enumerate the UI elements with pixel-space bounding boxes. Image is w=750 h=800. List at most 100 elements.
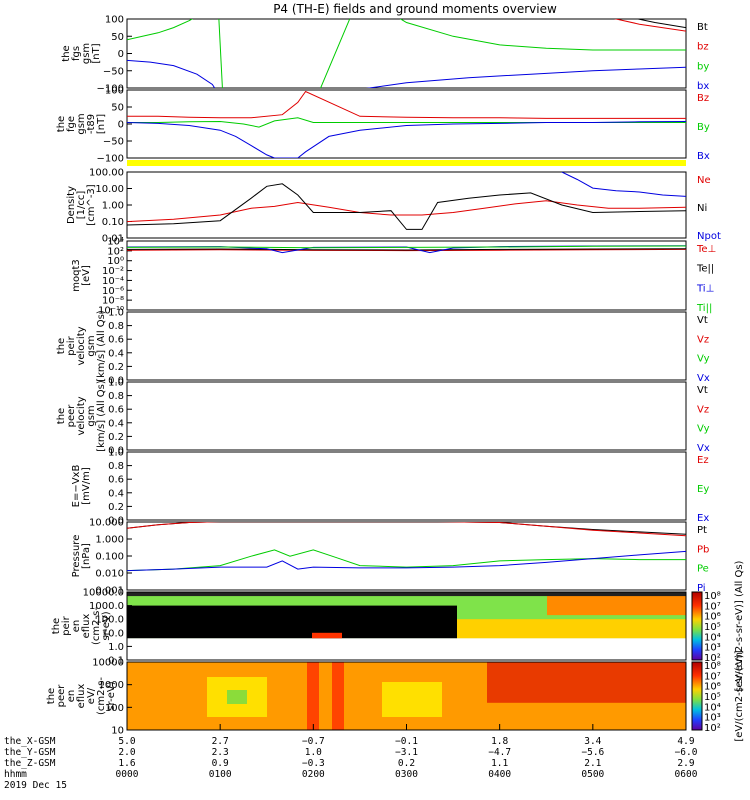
y-tick-label: 0.010 xyxy=(95,569,124,580)
y-tick-label: 10⁻⁴ xyxy=(102,276,124,287)
x-tick-value: 0.9 xyxy=(212,758,229,769)
y-tick-label: 0.10 xyxy=(102,217,124,228)
legend-entry: Ey xyxy=(697,484,709,495)
series-line-Ni xyxy=(127,183,686,230)
series-line-Te⊥ xyxy=(127,248,686,252)
x-tick-value: 5.0 xyxy=(118,736,135,747)
legend-entry: Ez xyxy=(697,455,709,466)
y-tick-label: 10⁴ xyxy=(107,237,124,248)
spectrogram-band xyxy=(312,632,342,639)
spectrogram-band xyxy=(487,662,686,703)
y-tick-label: 0.001 xyxy=(95,586,124,597)
legend-entry: Ni xyxy=(697,203,707,214)
legend-entry: Vy xyxy=(697,424,710,435)
y-axis-label: gsm xyxy=(86,335,97,356)
y-axis-label: velocity xyxy=(76,396,87,435)
y-axis-label: sr-eV) xyxy=(106,681,117,710)
x-tick-value: 1.1 xyxy=(491,758,508,769)
y-tick-label: 10⁻² xyxy=(102,266,124,277)
xaxis-row-label-z: the_Z-GSM xyxy=(4,758,56,769)
y-tick-label: 0.100 xyxy=(95,552,124,563)
y-tick-label: 1000 xyxy=(99,680,124,691)
legend-entry: Vy xyxy=(697,354,710,365)
y-tick-label: 0.0 xyxy=(108,376,124,387)
spectrogram-band xyxy=(547,594,686,616)
y-axis-label: velocity xyxy=(76,326,87,365)
y-tick-label: 1000.0 xyxy=(89,601,124,612)
y-axis-label: en xyxy=(71,620,82,633)
colorbar-peer_spec xyxy=(691,661,703,731)
y-axis-label: Density xyxy=(66,186,77,224)
x-tick-value: 2.7 xyxy=(212,736,229,747)
y-axis-label: fge xyxy=(66,116,77,132)
y-tick-label: 1.0 xyxy=(108,642,124,653)
x-axis-annotations: the_X-GSM the_Y-GSM the_Z-GSM hhmm 2019 … xyxy=(4,724,698,791)
legend-entry: Npot xyxy=(697,231,721,242)
spectrogram-band xyxy=(127,592,686,597)
series-line-Bx xyxy=(127,121,686,158)
panel-fge: 100 50 0 −50 −100 the fge gsm -t89 [nT] Bz By Bx xyxy=(56,86,710,165)
legend-entry: Te⊥ xyxy=(696,244,716,255)
panel-frame-efield xyxy=(126,451,687,521)
y-tick-label: −50 xyxy=(103,137,124,148)
y-tick-label: −50 xyxy=(103,66,124,77)
x-tick-value: 3.4 xyxy=(584,736,601,747)
spectrogram-band xyxy=(382,682,442,717)
y-axis-label: gsm xyxy=(86,405,97,426)
x-tick-value: 1.8 xyxy=(491,736,508,747)
y-axis-label: peer xyxy=(56,684,67,708)
legend-entry: By xyxy=(697,122,710,133)
x-tick-value: 2.1 xyxy=(584,758,601,769)
y-tick-label: 0 xyxy=(118,49,124,60)
legend-entry: Vx xyxy=(697,373,710,384)
colorbar-tick: 10² xyxy=(704,723,721,734)
colorbar-tick: 10³ xyxy=(704,713,721,724)
legend-entry: Pi xyxy=(697,583,706,594)
y-tick-label: 100 xyxy=(105,86,124,97)
legend-entry: Bz xyxy=(697,93,709,104)
y-tick-label: 10⁻¹⁰ xyxy=(98,306,124,317)
y-axis-label: [cm^-3] xyxy=(86,184,97,225)
y-tick-label: 10⁰ xyxy=(107,256,124,267)
colorbar-label: [eV/(cm2-s-sr-eV)] xyxy=(734,650,745,741)
colorbar-tick: 10⁵ xyxy=(704,692,721,703)
y-tick-label: 0.4 xyxy=(108,418,124,429)
legend-entry: Vt xyxy=(697,385,708,396)
legend-entry: Pt xyxy=(697,525,707,536)
legend-entry: Ti|| xyxy=(696,303,712,314)
panel-peir_spec: 10000.0 1000.0 100.0 10.0 1.0 0.1 the peir en efl… xyxy=(51,560,745,691)
y-tick-label: 0.2 xyxy=(108,502,124,513)
y-tick-label: 10⁻⁶ xyxy=(102,286,124,297)
series-line-Pt xyxy=(127,522,686,535)
panel-peir_velocity: 1.0 0.8 0.6 0.4 0.2 0.0 the peir velocity gsm [km/… xyxy=(56,308,710,387)
spectrogram-band xyxy=(127,638,686,660)
panel-peer_velocity: 1.0 0.8 0.6 0.4 0.2 0.0 the peer velocity gsm [km/… xyxy=(56,378,710,457)
y-axis-label: [mV/m] xyxy=(81,467,92,505)
xaxis-row-label-y: the_Y-GSM xyxy=(4,747,56,758)
colorbar-tick: 10⁸ xyxy=(704,591,721,602)
y-axis-label: the xyxy=(56,338,67,354)
y-tick-label: 50 xyxy=(111,103,124,114)
x-tick-value: −3.1 xyxy=(395,747,418,758)
y-tick-label: 0.8 xyxy=(108,391,124,402)
y-axis-label: peir xyxy=(61,615,72,635)
y-axis-label: fgs xyxy=(71,46,82,61)
spectrogram-band xyxy=(457,619,686,639)
y-axis-label: (cm2-s- xyxy=(91,607,102,645)
y-axis-label: the xyxy=(51,618,62,634)
x-tick-value: 0100 xyxy=(209,769,232,780)
y-tick-label: −100 xyxy=(97,84,124,95)
y-tick-label: 10.00 xyxy=(95,184,124,195)
colorbar-tick: 10⁷ xyxy=(704,671,721,682)
y-tick-label: 0.0 xyxy=(108,446,124,457)
series-line-Ti|| xyxy=(127,245,686,249)
y-tick-label: 50 xyxy=(111,32,124,43)
legend-entry: Bt xyxy=(697,22,708,33)
panel-frame-temperature xyxy=(126,240,687,311)
y-tick-label: 10000 xyxy=(92,658,124,669)
y-tick-label: 10000.0 xyxy=(83,588,124,599)
y-axis-label: sr-eV) xyxy=(101,611,112,640)
